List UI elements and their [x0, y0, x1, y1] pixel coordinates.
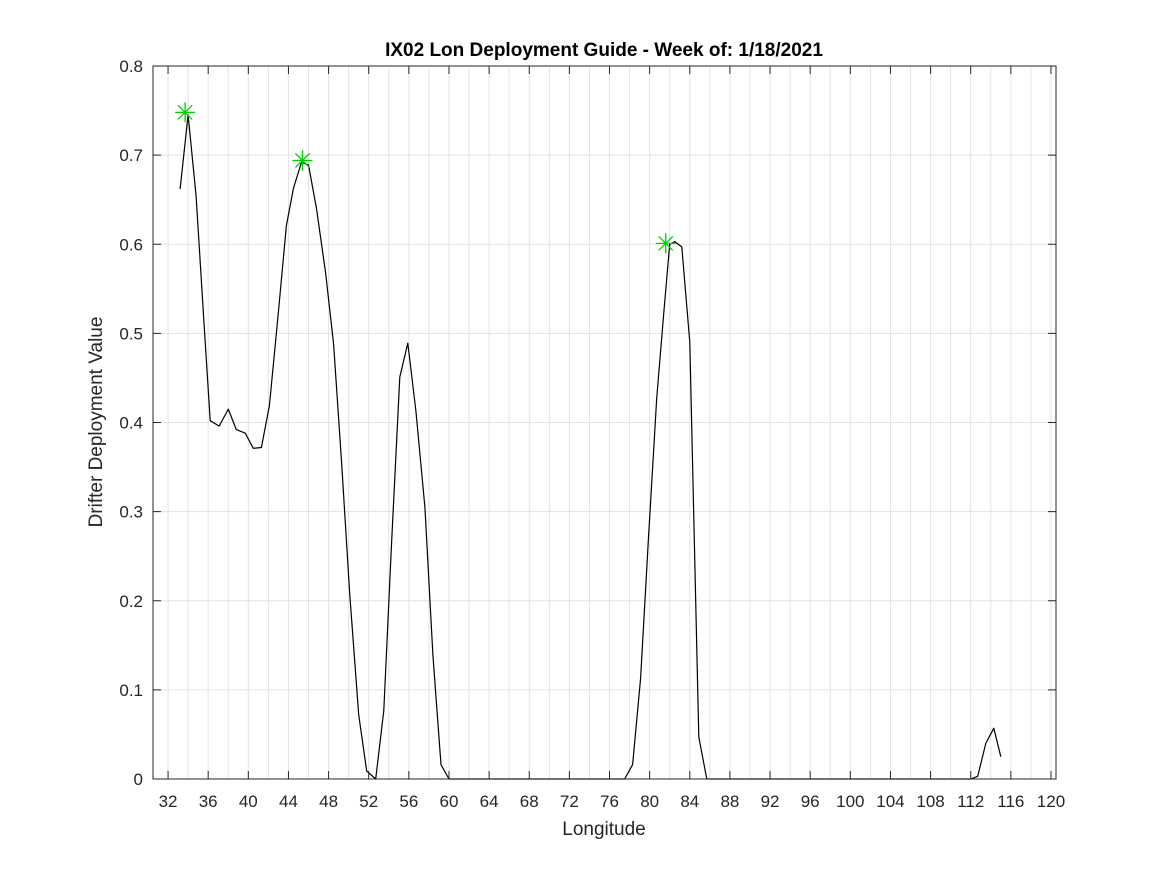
x-tick-label: 40 — [239, 792, 258, 811]
y-tick-label: 0.4 — [119, 414, 143, 433]
x-tick-label: 116 — [997, 792, 1024, 811]
marker-layer — [175, 102, 676, 254]
data-series-line — [179, 114, 1002, 780]
peak-marker — [175, 102, 196, 123]
y-tick-label: 0.2 — [119, 592, 143, 611]
y-tick-label: 0.7 — [119, 146, 143, 165]
y-tick-label: 0.5 — [119, 324, 143, 343]
x-tick-label: 88 — [720, 792, 739, 811]
y-axis: 0 0.1 0.2 0.3 0.4 0.5 0.6 0.7 0.8 — [119, 57, 1056, 789]
series-layer — [179, 114, 1002, 780]
y-tick-label: 0.3 — [119, 503, 143, 522]
chart-title: IX02 Lon Deployment Guide - Week of: 1/1… — [385, 40, 823, 61]
x-tick-label: 52 — [359, 792, 378, 811]
x-tick-label: 68 — [520, 792, 539, 811]
x-axis: 32 36 40 44 48 52 56 60 64 68 72 76 80 84 88 92 96 100 104… — [159, 66, 1065, 811]
x-tick-label: 112 — [957, 792, 984, 811]
x-axis-label: Longitude — [562, 819, 645, 840]
x-tick-label: 36 — [199, 792, 218, 811]
x-tick-label: 108 — [916, 792, 944, 811]
x-tick-label: 56 — [399, 792, 418, 811]
peak-marker-stroke — [177, 104, 193, 120]
y-tick-label: 0.1 — [119, 681, 143, 700]
y-tick-label: 0.6 — [119, 235, 143, 254]
x-tick-label: 96 — [801, 792, 820, 811]
x-tick-label: 100 — [836, 792, 864, 811]
x-tick-label: 60 — [440, 792, 459, 811]
grid-lines — [153, 65, 1056, 780]
peak-marker-stroke — [294, 152, 311, 169]
peak-marker — [292, 150, 313, 171]
x-tick-label: 76 — [600, 792, 619, 811]
y-tick-label: 0.8 — [119, 57, 143, 76]
x-tick-label: 80 — [640, 792, 659, 811]
y-tick-label: 0 — [134, 770, 143, 789]
x-tick-label: 72 — [560, 792, 579, 811]
x-tick-label: 32 — [159, 792, 178, 811]
x-tick-label: 104 — [876, 792, 904, 811]
y-axis-label: Drifter Deployment Value — [86, 317, 107, 528]
peak-marker — [655, 233, 676, 254]
x-tick-label: 48 — [319, 792, 338, 811]
x-tick-label: 92 — [761, 792, 780, 811]
x-tick-label: 64 — [480, 792, 499, 811]
x-tick-label: 120 — [1037, 792, 1065, 811]
peak-marker-stroke — [658, 235, 674, 251]
x-tick-label: 44 — [279, 792, 298, 811]
x-tick-label: 84 — [680, 792, 699, 811]
